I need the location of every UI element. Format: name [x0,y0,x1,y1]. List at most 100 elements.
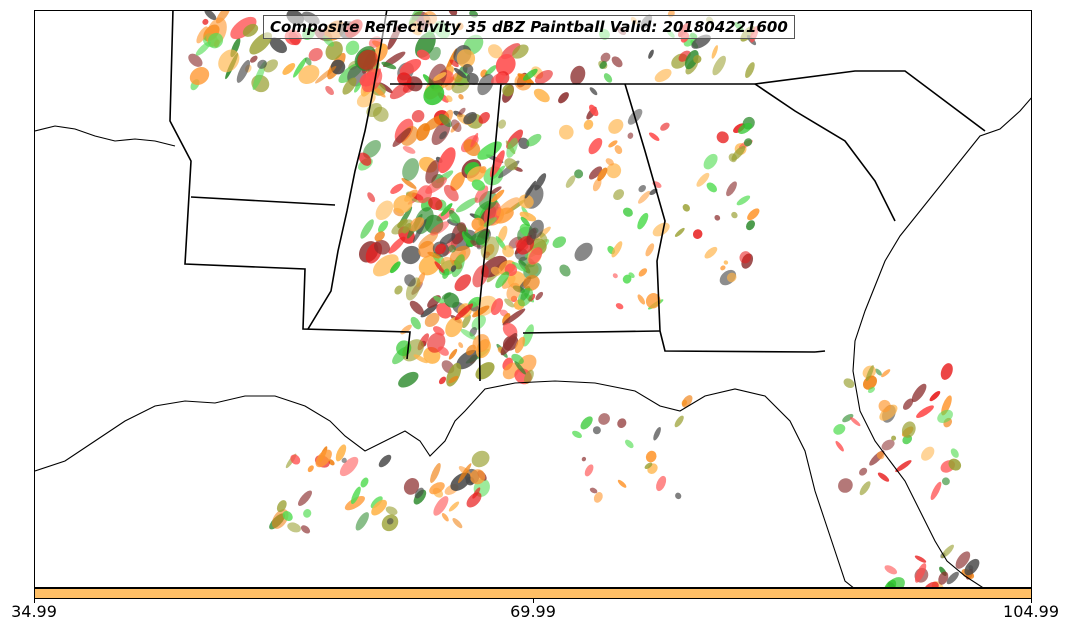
reflectivity-blob [517,287,534,307]
reflectivity-blob [478,112,490,124]
reflectivity-blob [693,55,702,64]
reflectivity-blob [453,67,467,79]
reflectivity-blob [409,300,424,315]
reflectivity-blob [570,65,586,85]
reflectivity-blob [470,239,481,248]
reflectivity-blob [436,302,452,319]
reflectivity-blob [298,64,320,85]
reflectivity-blob [403,478,420,495]
reflectivity-blob [606,163,622,179]
reflectivity-blob [466,492,482,508]
reflectivity-blob [552,236,567,249]
reflectivity-blob [462,63,474,74]
reflectivity-blob [445,95,453,103]
reflectivity-blob [747,208,760,221]
reflectivity-blob [472,264,489,288]
reflectivity-blob [535,291,544,301]
reflectivity-blob [300,525,311,534]
reflectivity-blob [572,430,582,439]
reflectivity-blob [463,112,477,125]
reflectivity-blob [401,245,421,265]
reflectivity-blob [354,81,362,93]
reflectivity-blob [427,251,441,259]
reflectivity-blob [720,265,726,271]
reflectivity-blob [653,426,661,441]
reflectivity-blob [463,139,481,157]
reflectivity-blob [394,285,403,295]
reflectivity-blob [608,118,624,134]
reflectivity-blob [711,45,718,59]
reflectivity-blob [625,439,634,449]
reflectivity-blob [454,274,472,292]
reflectivity-blob [584,464,594,477]
reflectivity-blob [307,465,314,473]
reflectivity-blob [441,512,449,522]
colorbar-tick-right [1031,599,1032,603]
reflectivity-blob [207,32,224,49]
reflectivity-blob [472,305,490,318]
reflectivity-blob [891,435,897,441]
reflectivity-blob [525,261,539,276]
reflectivity-blob [923,581,939,587]
reflectivity-blob [355,512,369,531]
reflectivity-blob [878,399,891,413]
reflectivity-blob [293,57,307,78]
reflectivity-blob [470,132,479,148]
reflectivity-blob [450,265,457,272]
reflectivity-blob [704,246,718,259]
reflectivity-blob [420,304,438,318]
reflectivity-blob [600,52,611,63]
reflectivity-blob [401,177,417,190]
reflectivity-blob [703,153,718,170]
reflectivity-blob [315,449,332,468]
reflectivity-blob [433,496,449,516]
reflectivity-blob [940,363,953,380]
reflectivity-blob [360,477,369,488]
reflectivity-blob [458,94,464,100]
reflectivity-blob [441,292,452,300]
reflectivity-blob [389,81,412,100]
reflectivity-blob [843,378,855,389]
reflectivity-blob [390,261,401,274]
reflectivity-blob [363,140,381,159]
reflectivity-blob [393,195,413,214]
reflectivity-blob [448,244,456,253]
reflectivity-blob [236,59,251,83]
reflectivity-blob [682,204,690,212]
reflectivity-blob [716,131,729,144]
reflectivity-blob [628,272,635,279]
reflectivity-blob [414,487,424,499]
reflectivity-blob [490,298,504,316]
reflectivity-blob [598,413,610,425]
reflectivity-blob [603,73,613,83]
reflectivity-blob [397,218,408,228]
reflectivity-blob [614,145,623,155]
reflectivity-blob [559,264,571,277]
reflectivity-blob [440,203,453,217]
reflectivity-blob [652,222,670,237]
reflectivity-blob [402,158,420,181]
reflectivity-blob [445,316,463,338]
ar-la-border [190,196,336,206]
reflectivity-blob [496,197,520,217]
reflectivity-blob [218,49,240,73]
reflectivity-blob [592,178,602,192]
reflectivity-blob [424,312,440,327]
reflectivity-blob [448,348,458,360]
reflectivity-blob [412,218,427,244]
reflectivity-blob [941,544,954,559]
reflectivity-blob [938,571,949,585]
reflectivity-blob [451,77,470,94]
reflectivity-blob [495,53,516,76]
reflectivity-blob [622,274,632,284]
reflectivity-blob [448,375,459,384]
reflectivity-blob [490,165,506,181]
reflectivity-blob [645,243,655,257]
reflectivity-blob [605,158,614,166]
reflectivity-blob [916,405,934,419]
reflectivity-blob [518,137,530,149]
reflectivity-blob [257,59,267,69]
reflectivity-blob [743,138,753,147]
reflectivity-blob [731,211,738,219]
reflectivity-blob [539,232,548,243]
